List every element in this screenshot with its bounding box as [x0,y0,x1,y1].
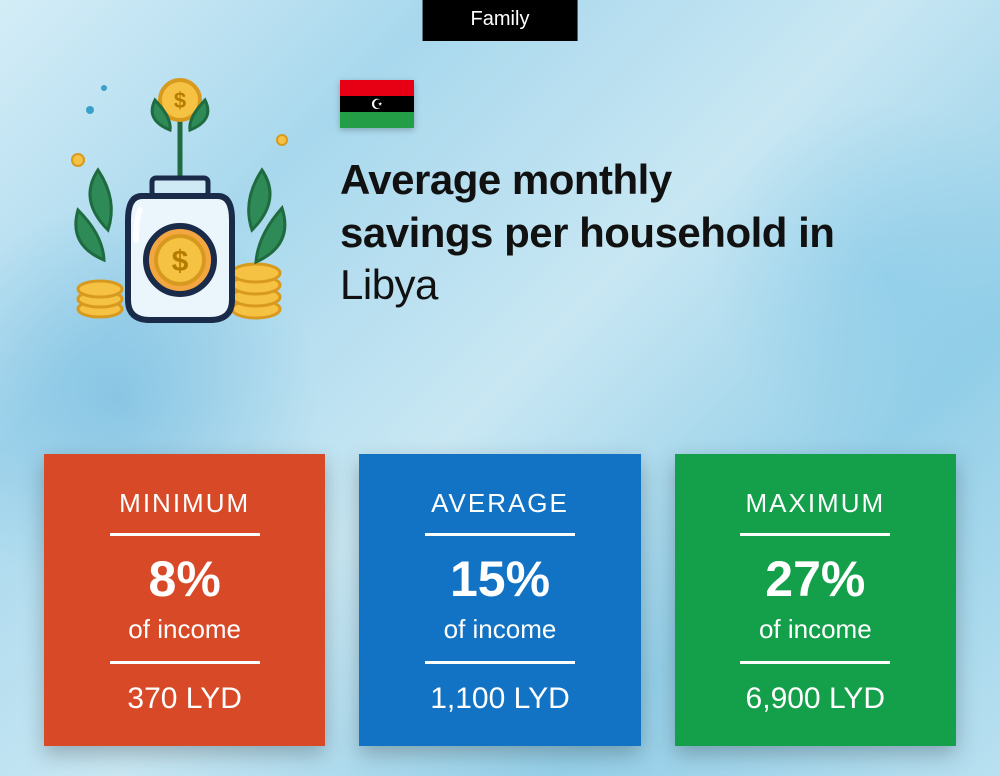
stat-amount: 6,900 LYD [746,682,886,716]
hero-section: $ $ ☪ Average monthly [60,70,940,330]
stat-card-maximum: MAXIMUM 27% of income 6,900 LYD [675,454,956,746]
stat-card-average: AVERAGE 15% of income 1,100 LYD [359,454,640,746]
stat-sub: of income [128,614,241,645]
title-line-2: savings per household in [340,209,834,256]
divider [425,533,575,536]
savings-jar-illustration: $ $ [60,70,300,330]
flag-stripe-3 [340,112,414,128]
country-flag-icon: ☪ [340,80,414,128]
stat-cards-row: MINIMUM 8% of income 370 LYD AVERAGE 15%… [44,454,956,746]
stat-percent: 27% [765,554,865,604]
page-title: Average monthly savings per household in… [340,154,940,312]
title-line-1: Average monthly [340,156,672,203]
stat-label: MINIMUM [119,488,250,519]
stat-percent: 15% [450,554,550,604]
stat-sub: of income [759,614,872,645]
stat-amount: 370 LYD [127,682,242,716]
divider [110,533,260,536]
divider [425,661,575,664]
divider [110,661,260,664]
category-label: Family [471,8,530,30]
svg-text:$: $ [174,88,186,113]
stat-label: AVERAGE [431,488,569,519]
stat-card-minimum: MINIMUM 8% of income 370 LYD [44,454,325,746]
flag-stripe-1 [340,80,414,96]
category-pill: Family [423,0,578,41]
flag-emblem-icon: ☪ [371,97,384,111]
stat-label: MAXIMUM [745,488,885,519]
title-block: ☪ Average monthly savings per household … [340,70,940,312]
svg-text:$: $ [172,245,189,278]
divider [740,661,890,664]
stat-amount: 1,100 LYD [430,682,570,716]
stat-sub: of income [444,614,557,645]
stat-percent: 8% [149,554,221,604]
divider [740,533,890,536]
title-country: Libya [340,261,438,308]
